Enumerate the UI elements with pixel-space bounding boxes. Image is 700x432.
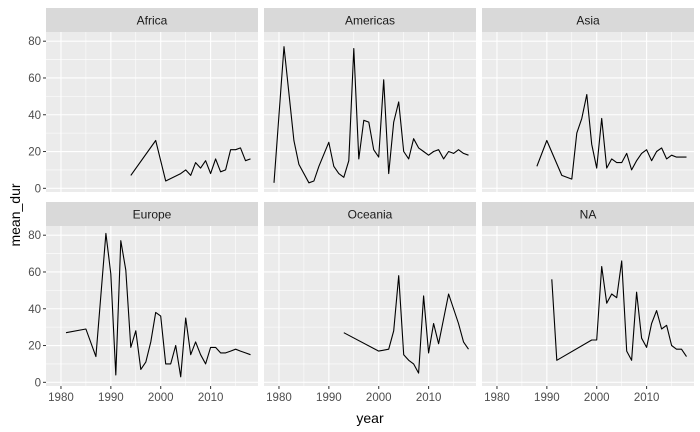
facet-label-oceania: Oceania [348, 208, 393, 222]
facet-label-na: NA [580, 208, 597, 222]
x-tick-label: 1980 [266, 392, 292, 404]
facet-label-africa: Africa [137, 14, 168, 28]
facet-strip-oceania [264, 202, 476, 226]
x-tick-label: 2010 [634, 392, 660, 404]
x-tick-label: 1980 [484, 392, 510, 404]
y-tick-label: 60 [28, 73, 41, 85]
facet-label-americas: Americas [345, 14, 395, 28]
panel-background-africa [46, 32, 258, 192]
x-axis-title: year [356, 410, 384, 426]
y-tick-label: 0 [35, 183, 41, 195]
y-tick-label: 20 [28, 341, 41, 353]
x-tick-label: 2000 [584, 392, 610, 404]
y-tick-label: 40 [28, 304, 41, 316]
facet-panel-africa: Africa 0 20 40 60 80 [28, 8, 258, 195]
series-line-na [551, 260, 687, 361]
facet-label-europe: Europe [133, 208, 172, 222]
series-line-americas [273, 46, 469, 184]
facet-panel-na: NA 1980 1990 2000 2010 [482, 202, 694, 404]
x-tick-label: 2010 [198, 392, 224, 404]
x-tick-label: 1980 [48, 392, 74, 404]
y-tick-label: 20 [28, 147, 41, 159]
panel-background-na [482, 226, 694, 386]
x-tick-label: 2000 [366, 392, 392, 404]
facet-strip-africa [46, 8, 258, 32]
series-line-oceania [343, 275, 469, 374]
facet-strip-europe [46, 202, 258, 226]
y-tick-label: 40 [28, 110, 41, 122]
panel-background-oceania [264, 226, 476, 386]
x-tick-label: 2010 [416, 392, 442, 404]
facet-panel-europe: Europe 0 20 40 60 80 1980 1990 2000 2010 [28, 202, 258, 404]
facet-panel-asia: Asia [482, 8, 694, 192]
panels-layer: Africa 0 20 40 60 80 Americas Asia Europe 0 20 40 60… [28, 8, 694, 404]
facet-label-asia: Asia [576, 14, 600, 28]
y-tick-label: 80 [28, 230, 41, 242]
x-tick-label: 1990 [98, 392, 124, 404]
facet-panel-americas: Americas [264, 8, 476, 192]
y-axis-title: mean_dur [7, 183, 23, 246]
x-tick-label: 1990 [316, 392, 342, 404]
facet-strip-na [482, 202, 694, 226]
panel-background-americas [264, 32, 476, 192]
x-tick-label: 1990 [534, 392, 560, 404]
series-line-asia [536, 93, 687, 180]
y-tick-label: 60 [28, 267, 41, 279]
panel-background-europe [46, 226, 258, 386]
y-tick-label: 80 [28, 36, 41, 48]
series-line-europe [65, 232, 251, 378]
facet-strip-asia [482, 8, 694, 32]
y-tick-label: 0 [35, 377, 41, 389]
facet-panel-oceania: Oceania 1980 1990 2000 2010 [264, 202, 476, 404]
facet-strip-americas [264, 8, 476, 32]
series-line-africa [130, 139, 251, 182]
x-tick-label: 2000 [148, 392, 174, 404]
